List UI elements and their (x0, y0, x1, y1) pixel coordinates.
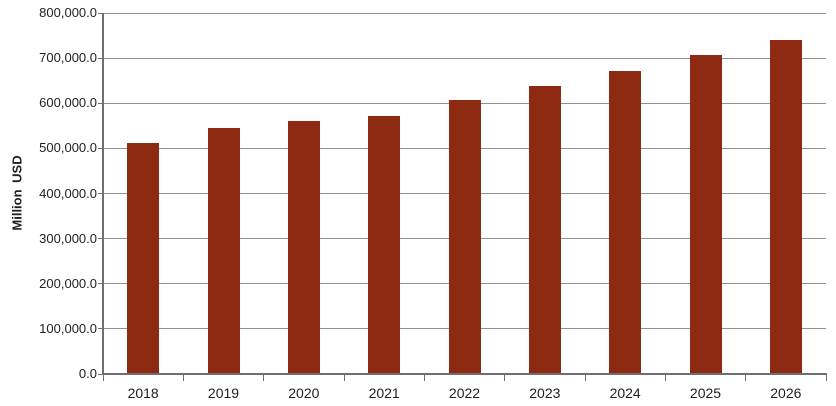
bar (609, 70, 642, 374)
gridline (103, 57, 826, 59)
x-axis-line (102, 373, 827, 375)
y-axis-tick (98, 12, 103, 14)
y-axis-tick-label: 800,000.0 (39, 5, 97, 20)
y-axis-tick (98, 102, 103, 104)
x-axis-tick (263, 375, 265, 381)
x-axis-tick-label: 2020 (288, 385, 320, 401)
y-axis-tick (98, 373, 103, 375)
x-axis-tick (343, 375, 345, 381)
y-axis-tick-label: 500,000.0 (39, 140, 97, 156)
gridline (103, 12, 826, 14)
x-axis-tick (825, 375, 827, 381)
x-axis-tick-label: 2023 (529, 385, 561, 401)
bar (368, 116, 401, 374)
x-axis-tick (102, 375, 104, 381)
x-axis-tick (423, 375, 425, 381)
y-axis-tick (98, 283, 103, 285)
x-axis-tick-label: 2024 (609, 385, 641, 401)
y-axis-tick-label: 200,000.0 (39, 275, 97, 291)
y-axis-tick (98, 57, 103, 59)
x-axis-tick-label: 2026 (770, 385, 802, 401)
y-axis-tick-label: 300,000.0 (39, 230, 97, 246)
x-axis-tick (182, 375, 184, 381)
x-axis-tick-label: 2025 (689, 385, 722, 401)
bar (127, 142, 160, 374)
y-axis-line (102, 13, 104, 375)
y-axis-tick-label: 400,000.0 (39, 185, 97, 201)
x-axis-tick-label: 2022 (448, 385, 481, 401)
x-axis-tick (504, 375, 506, 381)
bar (207, 127, 240, 374)
x-axis-tick (664, 375, 666, 381)
y-axis-tick (98, 147, 103, 149)
y-axis-tick-label: 700,000.0 (39, 50, 97, 66)
y-axis-tick (98, 328, 103, 330)
bar (528, 86, 561, 374)
y-axis-tick-label: 100,000.0 (39, 320, 97, 336)
bar (769, 40, 802, 374)
y-axis-tick (98, 193, 103, 194)
y-axis-tick-label: 600,000.0 (39, 95, 97, 111)
y-axis-tick (98, 238, 103, 240)
x-axis-tick-label: 2018 (127, 385, 159, 401)
bar (287, 120, 320, 374)
x-axis-tick (584, 375, 586, 381)
y-axis-tick-label: 0.0 (78, 366, 97, 381)
x-axis-tick-label: 2021 (368, 385, 400, 401)
x-axis-tick (745, 375, 747, 381)
x-axis-tick-label: 2019 (207, 385, 240, 401)
bar (448, 100, 481, 374)
bar (689, 54, 722, 374)
